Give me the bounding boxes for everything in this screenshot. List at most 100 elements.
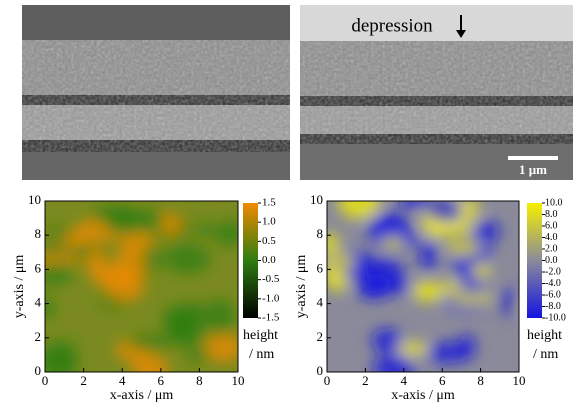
colorbar-tick-label: 8.0 [545, 209, 558, 220]
map-blob [471, 262, 491, 280]
map-features [45, 205, 238, 372]
x-tick-label: 0 [42, 373, 49, 388]
map-blob [359, 273, 393, 299]
x-tick-label: 10 [232, 373, 245, 388]
map-blob [376, 213, 404, 228]
map-blob [371, 328, 403, 353]
x-tick-label: 4 [401, 373, 408, 388]
colorbar-label: / nm [533, 347, 558, 362]
map-blob [445, 240, 481, 256]
x-axis-label: x-axis / μm [110, 388, 174, 403]
colorbar-tick-label: 6.0 [545, 220, 558, 231]
y-tick-label: 4 [35, 295, 42, 310]
colorbar-tick-label: 1.0 [262, 216, 276, 228]
colorbar-tick-label: 4.0 [545, 232, 558, 243]
map-blob [45, 296, 55, 319]
colorbar-tick-label: -4.0 [545, 278, 561, 289]
map-blob [159, 212, 183, 236]
map-blob [397, 201, 433, 209]
x-tick-label: 8 [477, 373, 484, 388]
map-blob [327, 233, 340, 253]
y-tick-label: 6 [35, 260, 42, 275]
colorbar-tick-label: -2.0 [545, 266, 561, 277]
plot-frame [44, 200, 239, 373]
y-tick-label: 4 [317, 295, 324, 310]
y-tick-label: 8 [35, 226, 42, 241]
x-tick-label: 2 [80, 373, 87, 388]
map-blob [419, 237, 437, 273]
colorbar-tick-label: 0.5 [262, 235, 276, 247]
colorbar [243, 203, 258, 318]
map-blob [105, 270, 145, 302]
map-blob [444, 279, 464, 292]
colorbar-label: height [243, 328, 278, 343]
y-tick-label: 2 [35, 329, 42, 344]
map-blob [132, 354, 169, 372]
map-blob [337, 201, 381, 220]
map-blob [87, 245, 106, 280]
map-blob [334, 253, 354, 270]
map-blob [410, 280, 447, 302]
y-tick-label: 8 [317, 226, 324, 241]
map-blob [214, 220, 238, 246]
map-blob [398, 341, 429, 356]
x-tick-label: 6 [439, 373, 446, 388]
colorbar-tick-label: 10.0 [545, 197, 563, 208]
y-tick-label: 0 [35, 363, 42, 378]
colorbar-tick-label: -6.0 [545, 289, 561, 300]
sem-image-right: depression 1 μm [300, 5, 573, 180]
arrow-head [456, 30, 466, 38]
x-axis-label: x-axis / μm [391, 388, 455, 403]
scale-bar [508, 156, 558, 160]
map-blob [472, 220, 500, 243]
map-blob [427, 201, 464, 223]
colorbar [527, 203, 542, 318]
y-tick-label: 6 [317, 260, 324, 275]
y-axis-label: y-axis / μm [294, 255, 309, 319]
map-blob [103, 207, 149, 236]
map-blob [203, 334, 238, 362]
x-tick-label: 6 [158, 373, 165, 388]
colorbar-tick-label: 0.0 [262, 254, 276, 266]
map-blob [372, 354, 415, 372]
map-blob [381, 236, 406, 251]
map-blob [185, 347, 211, 361]
map-blob [118, 230, 154, 253]
annotation: depression [351, 15, 433, 36]
x-tick-label: 2 [362, 373, 369, 388]
sem-image-left [22, 5, 290, 180]
colorbar-tick-label: -8.0 [545, 301, 561, 312]
map-blob [45, 226, 72, 240]
scale-label: 1 μm [519, 162, 547, 177]
colorbar-tick-label: -1.5 [262, 312, 280, 324]
colorbar-tick-label: -1.0 [262, 292, 280, 304]
y-axis-label: y-axis / μm [12, 255, 27, 319]
y-tick-label: 0 [317, 363, 324, 378]
map-blob [196, 222, 214, 237]
map-blob [424, 342, 471, 364]
colorbar-label: height [527, 328, 562, 343]
colorbar-tick-label: -10.0 [545, 312, 566, 323]
colorbar-tick-label: -0.5 [262, 273, 280, 285]
colorbar-label: / nm [249, 347, 274, 362]
map-blob [327, 268, 348, 292]
map-blob [204, 299, 236, 335]
height-map [327, 201, 519, 372]
colorbar-tick-label: 0.0 [545, 255, 558, 266]
x-tick-label: 10 [513, 373, 526, 388]
plot-frame [326, 200, 520, 373]
map-blob [45, 242, 71, 256]
colorbar-tick-label: 1.5 [262, 197, 276, 209]
y-tick-label: 10 [28, 192, 41, 207]
map-features [327, 201, 519, 372]
y-tick-label: 10 [310, 192, 323, 207]
height-map [45, 201, 238, 372]
x-tick-label: 4 [119, 373, 126, 388]
map-blob [164, 244, 211, 274]
x-tick-label: 0 [324, 373, 331, 388]
map-blob [448, 292, 494, 305]
x-tick-label: 8 [196, 373, 203, 388]
y-tick-label: 2 [317, 329, 324, 344]
map-blob [45, 353, 77, 372]
